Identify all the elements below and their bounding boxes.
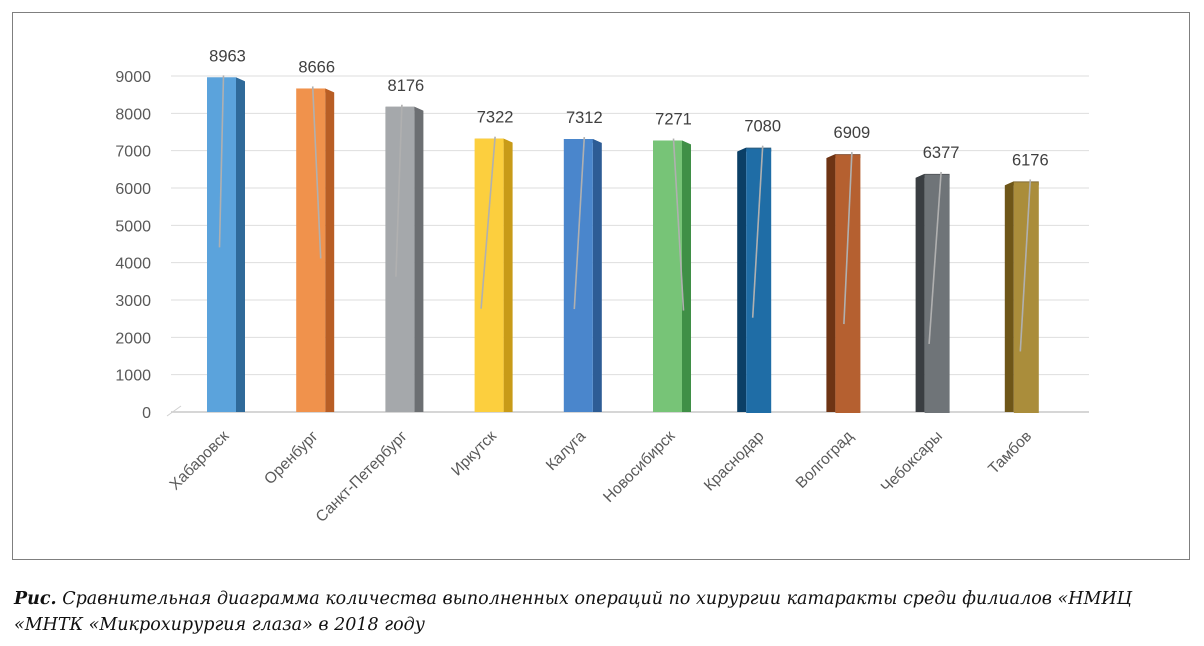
data-label: 6909 [834,124,871,142]
bar-7 [737,145,772,413]
data-label: 8963 [209,47,246,65]
bar-front [474,138,504,412]
caption-lead: Рис. [14,589,57,609]
bar-side [737,147,747,412]
bar-front [835,155,861,413]
x-tick-label: Санкт-Петербург [313,428,411,526]
bar-front [924,174,950,413]
data-label: 6176 [1012,151,1049,169]
leader-line [928,171,942,344]
caption-text: Сравнительная диаграмма количества выпол… [14,589,1132,635]
bar-side [325,88,335,412]
bar-side [682,140,691,413]
leader-line [573,136,586,310]
bar-front [563,139,593,412]
leader-line [311,86,322,259]
leader-line [218,75,225,248]
leader-line [751,145,764,318]
leader-line [395,104,403,277]
bar-chart: 0 1000 2000 3000 4000 5000 6000 7000 8000 9000 896… [115,47,1089,526]
data-label: 8176 [388,77,425,95]
bar-4 [474,136,513,412]
floor-edge [166,405,182,417]
y-tick-label: 4000 [115,256,151,273]
data-label: 7312 [566,109,603,127]
x-tick-label: Тамбов [985,428,1035,478]
bar-10 [1004,179,1039,413]
bar-front [1013,182,1039,413]
x-tick-label: Краснодар [701,428,768,495]
leader-line [480,136,496,309]
bar-5 [563,136,602,412]
bar-side [503,138,513,412]
x-tick-label: Волгоград [793,428,857,492]
y-tick-label: 9000 [115,69,151,86]
bar-side [915,173,925,412]
bar-3 [385,104,424,412]
leader-line [843,152,853,325]
figure-caption: Рис. Сравнительная диаграмма количества … [14,586,1194,638]
y-tick-label: 6000 [115,181,151,198]
bar-side [236,77,245,412]
bar-1 [207,75,245,412]
bar-front [653,140,682,413]
y-tick-label: 0 [142,405,151,422]
bar-side [414,106,424,412]
x-tick-label: Хабаровск [167,428,233,494]
x-tick-label: Новосибирск [600,428,678,506]
x-tick-label: Чебоксары [878,428,946,496]
bar-side [1004,181,1014,412]
data-label: 7271 [655,111,692,129]
y-tick-label: 8000 [115,106,151,123]
bar-2 [296,86,335,412]
x-tick-label: Иркутск [448,428,500,480]
data-label: 8666 [298,58,335,76]
bar-side [826,154,836,412]
bar-front [746,148,772,413]
x-tick-label: Калуга [543,428,589,474]
bar-side [592,139,602,412]
bar-9 [915,171,950,413]
y-tick-label: 3000 [115,293,151,310]
y-tick-label: 5000 [115,218,151,235]
data-label: 7080 [744,118,781,136]
y-tick-label: 7000 [115,144,151,161]
data-label: 6377 [923,144,960,162]
chart-frame: 0 1000 2000 3000 4000 5000 6000 7000 8000 9000 896… [12,12,1190,560]
y-tick-label: 2000 [115,330,151,347]
data-label: 7322 [477,109,514,127]
bar-6 [653,138,691,413]
leader-line [1019,179,1032,352]
leader-line [672,138,685,311]
x-tick-label: Оренбург [261,428,322,489]
bar-8 [826,152,861,413]
y-tick-label: 1000 [115,368,151,385]
